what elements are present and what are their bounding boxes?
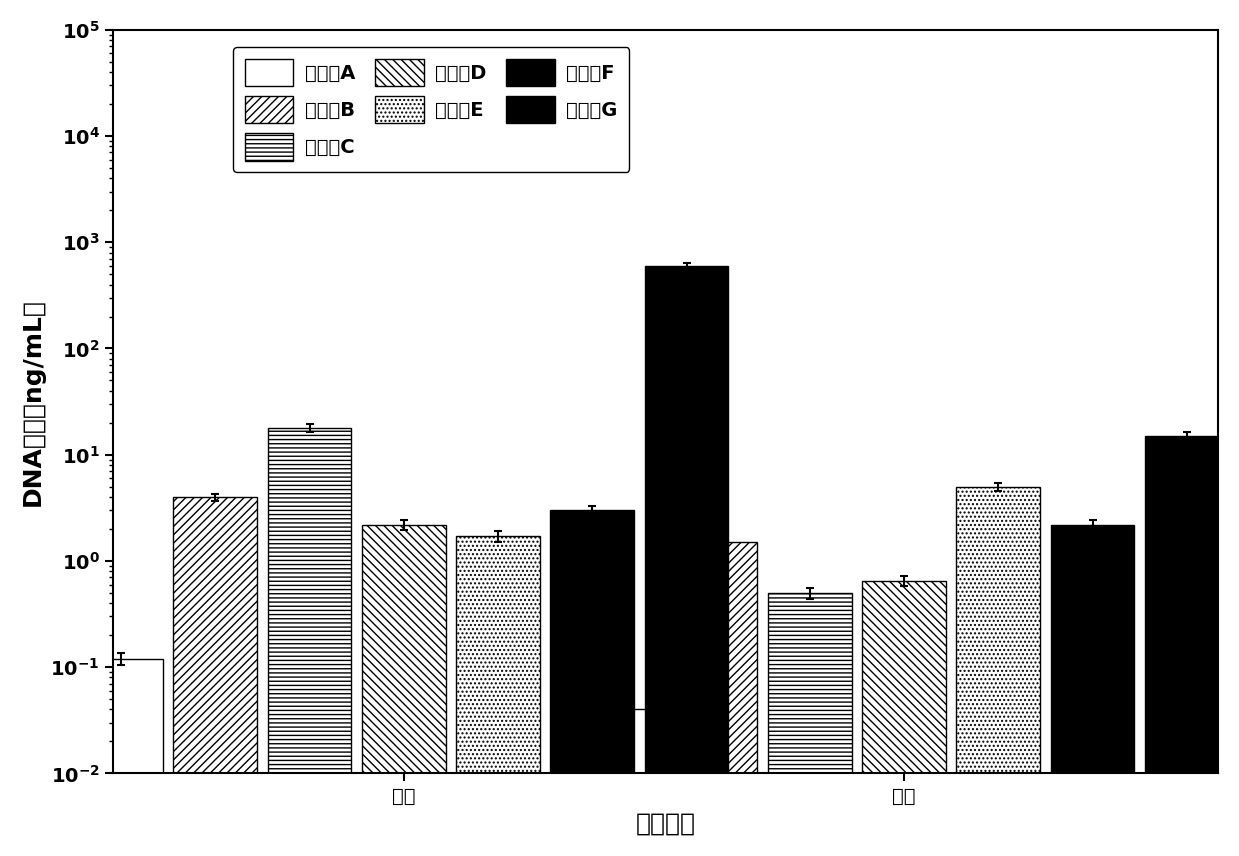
Bar: [1145, 436, 1229, 856]
Bar: [580, 710, 663, 856]
Bar: [268, 428, 352, 856]
Y-axis label: DNA浓度（ng/mL）: DNA浓度（ng/mL）: [21, 298, 45, 506]
Bar: [456, 537, 540, 856]
Bar: [1051, 525, 1135, 856]
Bar: [957, 487, 1041, 856]
Bar: [79, 659, 164, 856]
Bar: [674, 542, 757, 856]
Bar: [862, 581, 945, 856]
Bar: [362, 525, 446, 856]
Bar: [173, 497, 258, 856]
X-axis label: 样品名称: 样品名称: [636, 811, 695, 835]
Bar: [550, 510, 634, 856]
Bar: [644, 266, 729, 856]
Bar: [768, 593, 851, 856]
Legend: 污水厂A, 污水厂B, 污水厂C, 污水厂D, 污水厂E, 污水厂F, 污水厂G: 污水厂A, 污水厂B, 污水厂C, 污水厂D, 污水厂E, 污水厂F, 污水厂G: [233, 47, 629, 172]
